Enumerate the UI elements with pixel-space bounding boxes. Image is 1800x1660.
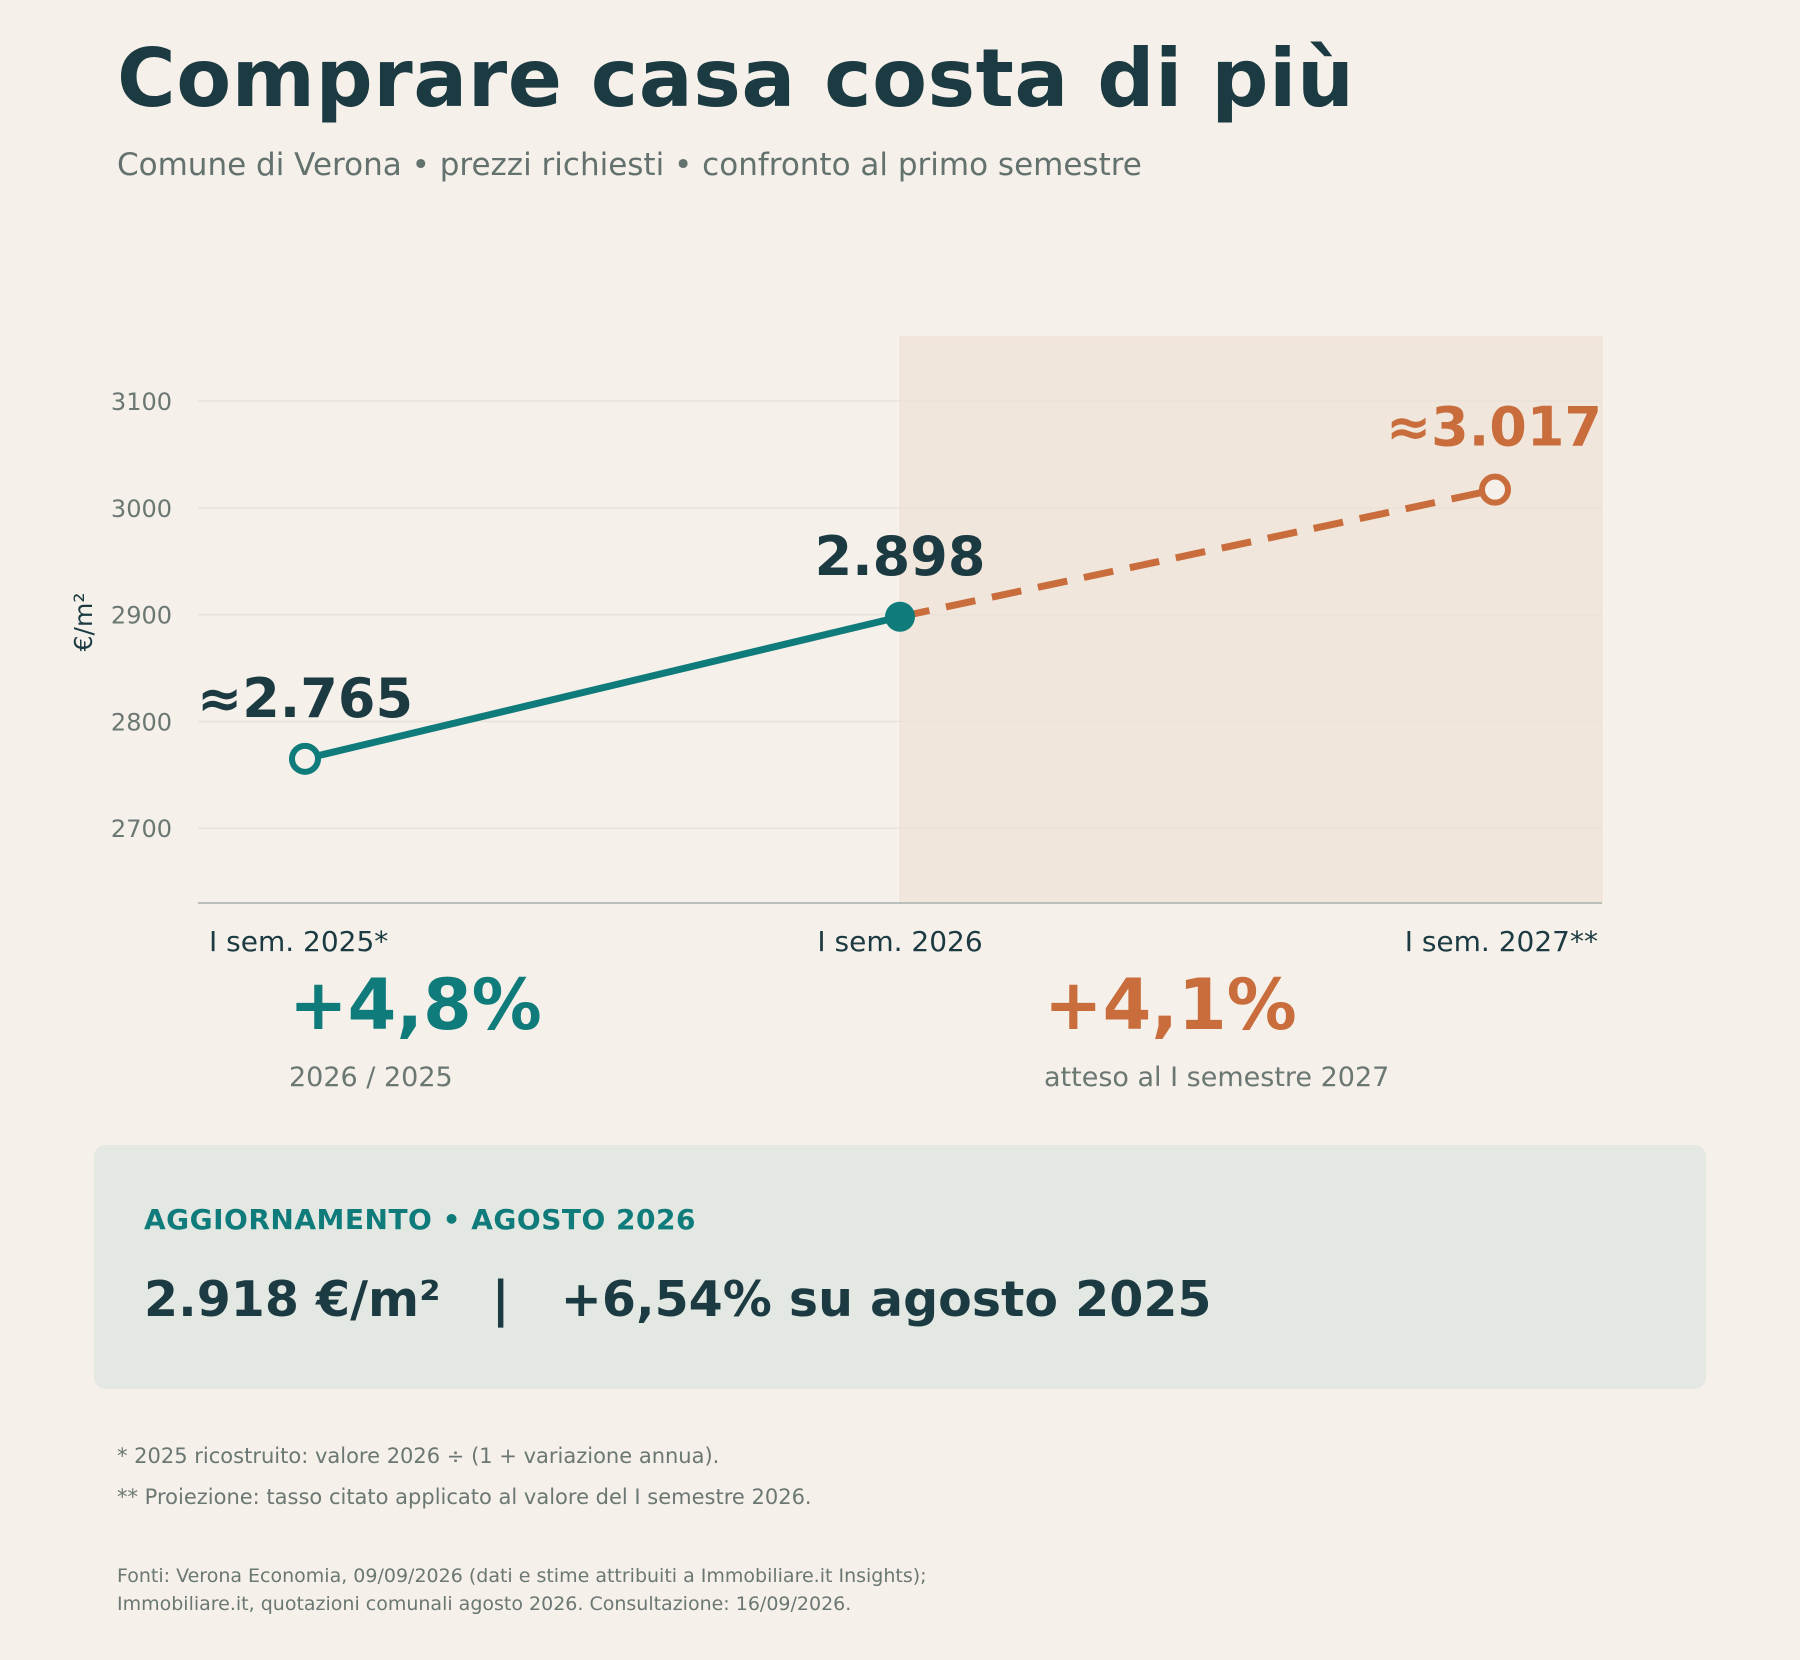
stat-growth-2026-value: +4,8% xyxy=(289,964,542,1046)
series-line-projection xyxy=(899,486,1496,621)
page-title: Comprare casa costa di più xyxy=(117,32,1355,125)
price-line-chart: 2700 2800 2900 3000 3100 €/m² I sem. 2025* I se… xyxy=(69,336,1603,958)
update-label: AGGIORNAMENTO • AGOSTO 2026 xyxy=(144,1203,696,1236)
x-tick-label: I sem. 2027** xyxy=(1405,925,1598,958)
data-point-2025 xyxy=(289,742,321,775)
data-point-2027 xyxy=(1479,473,1511,506)
footnote-projection: ** Proiezione: tasso citato applicato al… xyxy=(117,1485,812,1509)
x-tick-label: I sem. 2025* xyxy=(209,925,388,958)
stat-growth-2026-caption: 2026 / 2025 xyxy=(289,1062,453,1093)
data-label: ≈3.017 xyxy=(1386,396,1602,459)
data-label: ≈2.765 xyxy=(197,667,413,730)
sources: Fonti: Verona Economia, 09/09/2026 (dati… xyxy=(117,1562,927,1618)
y-axis-label: €/m² xyxy=(69,593,98,652)
update-value: 2.918 €/m² | +6,54% su agosto 2025 xyxy=(144,1271,1212,1328)
y-tick-label: 3100 xyxy=(111,388,172,416)
sources-line-1: Fonti: Verona Economia, 09/09/2026 (dati… xyxy=(117,1565,927,1587)
data-label: 2.898 xyxy=(815,525,986,588)
y-tick-label: 2800 xyxy=(111,708,172,736)
data-point-2026 xyxy=(885,601,915,632)
y-tick-label: 2900 xyxy=(111,602,172,630)
stat-growth-2027: +4,1% atteso al I semestre 2027 xyxy=(1044,970,1389,1093)
y-tick-label: 3000 xyxy=(111,495,172,523)
footnote-2025: * 2025 ricostruito: valore 2026 ÷ (1 + v… xyxy=(117,1444,720,1468)
stat-growth-2027-value: +4,1% xyxy=(1044,964,1297,1046)
series-line-actual xyxy=(301,613,904,763)
y-tick-label: 2700 xyxy=(111,815,172,843)
stat-growth-2027-caption: atteso al I semestre 2027 xyxy=(1044,1062,1390,1093)
sources-line-2: Immobiliare.it, quotazioni comunali agos… xyxy=(117,1593,852,1615)
projection-shade xyxy=(899,336,1603,904)
x-tick-label: I sem. 2026 xyxy=(817,925,982,958)
stat-growth-2026: +4,8% 2026 / 2025 xyxy=(289,970,542,1093)
update-panel: AGGIORNAMENTO • AGOSTO 2026 2.918 €/m² |… xyxy=(94,1145,1706,1389)
page-subtitle: Comune di Verona • prezzi richiesti • co… xyxy=(117,147,1142,183)
